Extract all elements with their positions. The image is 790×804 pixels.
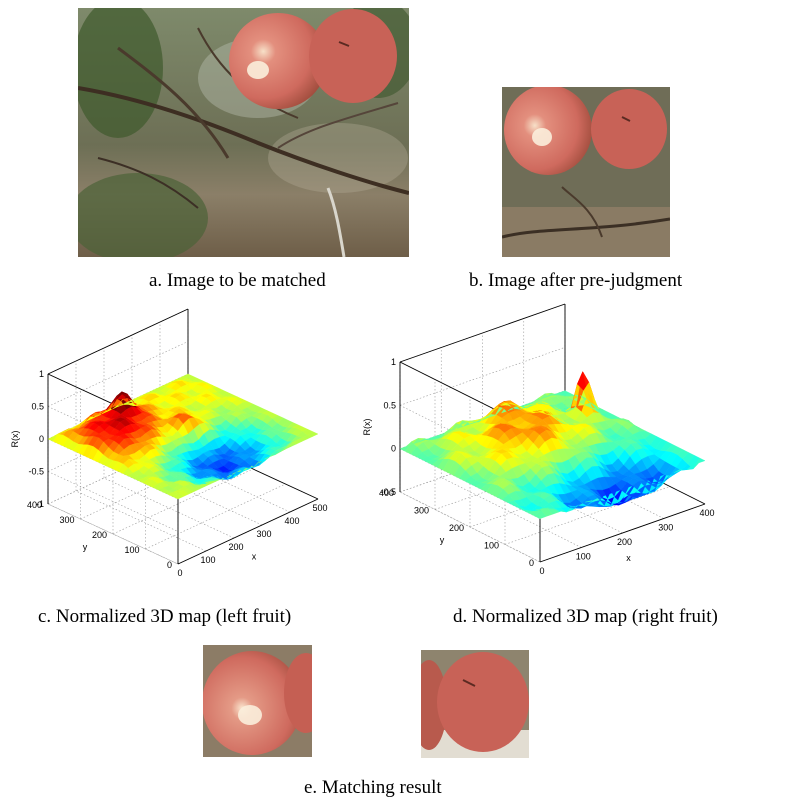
caption-e: e. Matching result (304, 777, 442, 798)
grid-line (112, 468, 254, 535)
x-tick-label: 400 (699, 508, 714, 518)
x-tick-label: 300 (658, 523, 673, 533)
surface-plot-right-fruit: 1 0.5 0 -0.5 0 100 200 300 400 0 100 200 300 400 R(x) x… (345, 303, 725, 582)
y-axis-label: y (440, 535, 445, 545)
y-tick-label: 0 (167, 560, 172, 570)
z-tick-label: 1 (391, 357, 396, 367)
y-tick-label: 200 (92, 530, 107, 540)
tick-labels: 1 0.5 0 -0.5 0 100 200 300 400 0 100 200 300 400 (379, 357, 715, 576)
x-tick-label: 100 (200, 555, 215, 565)
surface-mesh (399, 371, 706, 519)
z-axis-label: R(x) (362, 419, 372, 436)
y-tick-label: 400 (27, 500, 42, 510)
y-tick-label: 200 (449, 523, 464, 533)
surface-mesh (47, 373, 319, 500)
grid-line (145, 483, 286, 550)
surface-plot-left-fruit: 1 0.5 0 -0.5 -1 0 100 200 300 400 500 0 100 200 300 400… (0, 308, 360, 582)
image-after-pre-judgment (502, 87, 670, 257)
x-tick-label: 300 (256, 529, 271, 539)
caption-c: c. Normalized 3D map (left fruit) (38, 606, 292, 627)
x-axis (177, 498, 319, 565)
x-tick-label: 0 (177, 568, 182, 578)
grid-line (399, 433, 566, 493)
grid-line (441, 477, 582, 548)
y-tick-label: 300 (59, 515, 74, 525)
x-tick-label: 400 (284, 516, 299, 526)
x-tick-label: 200 (228, 542, 243, 552)
y-tick-label: 300 (414, 506, 429, 516)
matching-result-right (421, 650, 529, 758)
grid-line (504, 486, 671, 545)
x-tick-label: 500 (312, 503, 327, 513)
caption-d: d. Normalized 3D map (right fruit) (453, 606, 718, 627)
z-tick-label: -1 (36, 499, 44, 509)
z-tick-label: 0 (39, 434, 44, 444)
tick-labels: 1 0.5 0 -0.5 -1 0 100 200 300 400 500 0 100 200 300 400 (27, 369, 328, 578)
grid-line (434, 451, 601, 510)
axis-edge (399, 303, 566, 363)
x-axis (539, 503, 706, 563)
grid-line (103, 477, 235, 539)
x-tick-label: 0 (539, 566, 544, 576)
grid-line (47, 471, 179, 532)
y-tick-label: 400 (379, 488, 394, 498)
grid-line (47, 503, 179, 565)
z-tick-label: 0 (391, 444, 396, 454)
z-tick-label: 1 (39, 369, 44, 379)
surface-patch (693, 457, 706, 469)
image-to-be-matched (78, 8, 409, 257)
z-tick-label: -0.5 (28, 467, 44, 477)
axis-edge (47, 308, 189, 375)
y-tick-label: 100 (484, 541, 499, 551)
grid-line (47, 341, 189, 407)
y-tick-label: 100 (124, 545, 139, 555)
x-tick-label: 100 (576, 552, 591, 562)
x-axis-label: x (626, 553, 631, 563)
matching-result-left (203, 645, 312, 757)
z-tick-label: -0.5 (380, 487, 396, 497)
z-tick-label: 0.5 (383, 400, 396, 410)
grid-line (47, 503, 179, 565)
caption-a: a. Image to be matched (149, 270, 326, 291)
y-tick-label: 0 (529, 558, 534, 568)
x-axis-label: x (252, 552, 257, 562)
grid-line (75, 490, 207, 552)
grid-line (469, 468, 636, 528)
z-axis-label: R(x) (10, 431, 20, 448)
grid-line (399, 347, 566, 406)
surface-patch (307, 431, 319, 437)
y-axis-label: y (83, 542, 88, 552)
z-tick-label: 0.5 (31, 402, 44, 412)
x-tick-label: 200 (617, 537, 632, 547)
caption-b: b. Image after pre-judgment (469, 270, 683, 291)
